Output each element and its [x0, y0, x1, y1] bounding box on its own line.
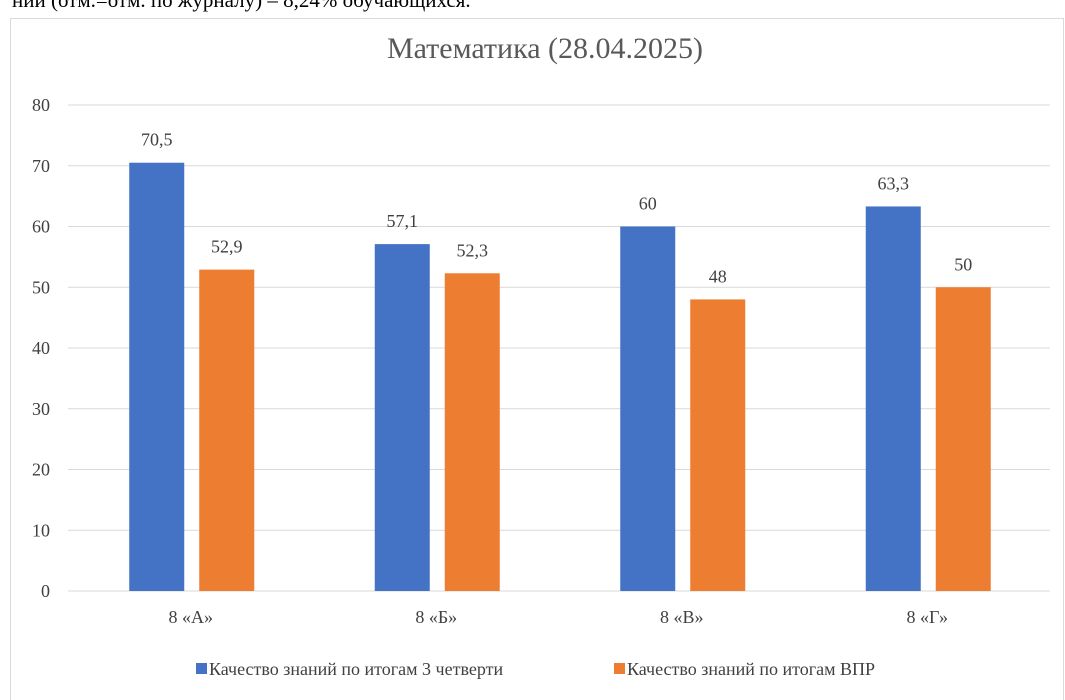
y-tick-label: 70 — [32, 156, 50, 176]
y-tick-label: 30 — [32, 399, 50, 419]
y-tick-label: 50 — [32, 277, 50, 297]
data-label: 60 — [639, 194, 657, 214]
data-label: 52,9 — [211, 237, 243, 257]
x-tick-label: 8 «В» — [660, 607, 704, 627]
bar — [620, 226, 676, 591]
y-tick-label: 0 — [41, 581, 50, 601]
data-label: 50 — [954, 254, 972, 274]
chart-frame — [10, 18, 1064, 700]
page-text-fragment: ний (отм.=отм. по журналу) – 8,24% обуча… — [12, 0, 471, 12]
legend-label: Качество знаний по итогам 3 четверти — [209, 659, 503, 679]
x-tick-label: 8 «А» — [169, 607, 214, 627]
data-label: 63,3 — [878, 173, 910, 193]
y-tick-label: 40 — [32, 338, 50, 358]
bar — [129, 162, 185, 591]
y-tick-label: 80 — [32, 95, 50, 115]
data-label: 57,1 — [387, 211, 419, 231]
data-label: 48 — [709, 266, 727, 286]
bar — [199, 269, 255, 591]
legend-label: Качество знаний по итогам ВПР — [627, 659, 875, 679]
bar — [374, 244, 430, 591]
x-tick-label: 8 «Б» — [415, 607, 457, 627]
bar — [444, 273, 500, 591]
chart-title: Математика (28.04.2025) — [387, 32, 703, 65]
data-label: 70,5 — [141, 130, 173, 150]
y-tick-label: 60 — [32, 217, 50, 237]
legend-swatch — [614, 663, 625, 674]
bar — [865, 206, 921, 591]
bar — [935, 287, 991, 591]
y-tick-label: 20 — [32, 460, 50, 480]
x-tick-label: 8 «Г» — [907, 607, 948, 627]
data-label: 52,3 — [457, 240, 489, 260]
bar — [690, 299, 746, 591]
legend-swatch — [196, 663, 207, 674]
y-tick-label: 10 — [32, 520, 50, 540]
